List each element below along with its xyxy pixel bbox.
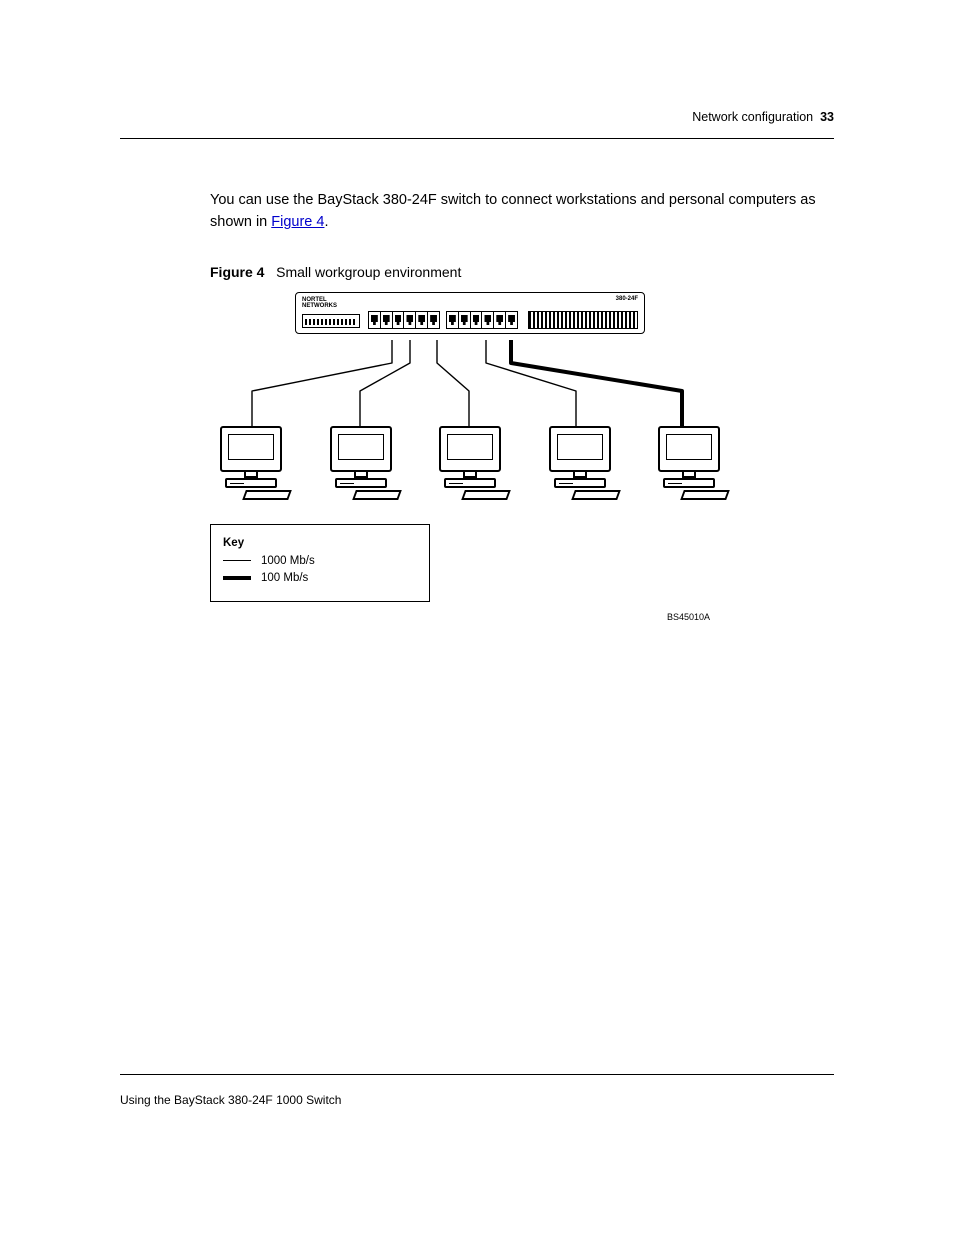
top-rule: [120, 138, 834, 139]
intro-suffix: .: [324, 214, 328, 230]
figure-legend: Key 1000 Mb/s 100 Mb/s: [210, 524, 430, 602]
intro-paragraph: You can use the BayStack 380-24F switch …: [210, 189, 834, 234]
cable: [437, 340, 469, 430]
cable: [360, 340, 410, 430]
rj45-port: [447, 312, 459, 328]
rj45-port: [428, 312, 439, 328]
legend-swatch: [223, 576, 251, 580]
switch-model: 380-24F: [616, 296, 638, 302]
vendor-line2: NETWORKS: [302, 303, 337, 309]
legend-label: 100 Mb/s: [261, 572, 308, 584]
rj45-port: [404, 312, 416, 328]
figure-zone: NORTEL NETWORKS 380-24F: [210, 292, 730, 622]
figure-link[interactable]: Figure 4: [271, 214, 324, 230]
workstation: [539, 426, 621, 500]
figure-caption-text: Small workgroup environment: [276, 264, 461, 280]
switch-vent: [528, 311, 638, 329]
port-group-1: [368, 311, 440, 329]
header-right: Network configuration 33: [692, 110, 834, 124]
section-title: Network configuration: [692, 110, 813, 124]
rj45-port: [393, 312, 405, 328]
workstation: [320, 426, 402, 500]
rj45-port: [416, 312, 428, 328]
figure-code: BS45010A: [210, 612, 710, 622]
switch-led-panel: [302, 314, 360, 328]
rj45-port: [482, 312, 494, 328]
workstation: [429, 426, 511, 500]
cable: [511, 340, 682, 430]
rj45-port: [506, 312, 517, 328]
footer-doc-title: Using the BayStack 380-24F 1000 Switch: [120, 1093, 341, 1107]
figure-caption: Figure 4 Small workgroup environment: [210, 264, 834, 280]
legend-label: 1000 Mb/s: [261, 555, 315, 567]
legend-row: 1000 Mb/s: [223, 555, 417, 567]
legend-swatch: [223, 560, 251, 561]
workstation: [648, 426, 730, 500]
rj45-port: [381, 312, 393, 328]
legend-title: Key: [223, 537, 417, 549]
cable: [486, 340, 576, 430]
rj45-port: [459, 312, 471, 328]
rj45-port: [369, 312, 381, 328]
figure-label: Figure 4: [210, 264, 264, 280]
page-number: 33: [820, 110, 834, 124]
bottom-rule: [120, 1074, 834, 1075]
computers-row: [210, 426, 730, 500]
port-group-2: [446, 311, 518, 329]
switch-vendor: NORTEL NETWORKS: [302, 297, 337, 309]
network-switch: NORTEL NETWORKS 380-24F: [295, 292, 645, 334]
rj45-port: [494, 312, 506, 328]
legend-row: 100 Mb/s: [223, 572, 417, 584]
rj45-port: [471, 312, 483, 328]
workstation: [210, 426, 292, 500]
